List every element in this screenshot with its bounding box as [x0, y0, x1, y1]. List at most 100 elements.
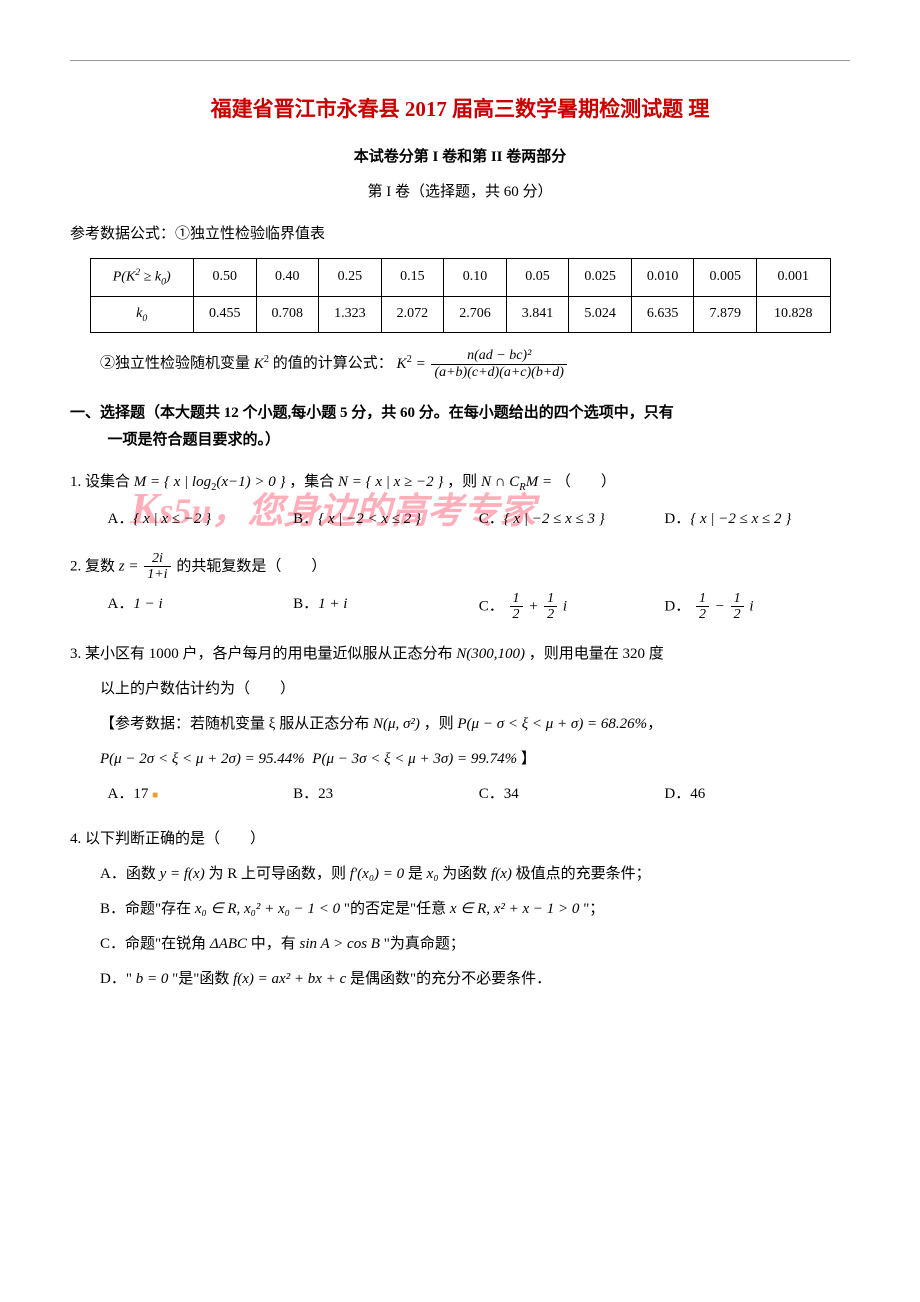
q2-stem: 2. 复数 z = 2i 1+i 的共轭复数是（ ）: [70, 551, 850, 583]
q2-z-lhs: z =: [119, 558, 142, 574]
table-cell: 10.828: [757, 296, 831, 332]
option-c: C．{ x | −2 ≤ x ≤ 3 }: [479, 506, 665, 533]
q3-line2: 以上的户数估计约为（ ）: [70, 676, 850, 703]
q2-text-b: 的共轭复数是（ ）: [176, 558, 326, 574]
option-c: C．34: [479, 781, 665, 808]
document-subtitle: 本试卷分第 I 卷和第 II 卷两部分: [70, 144, 850, 171]
q3-line1-a: 某小区有 1000 户，各户每月的用电量近似服从正态分布: [85, 646, 453, 662]
formula-numerator: n(ad − bc)²: [431, 348, 567, 364]
option-c: C． 12 + 12 i: [479, 591, 665, 623]
option-a: A．17 ■: [108, 781, 294, 808]
q3-ref-a: 【参考数据：若随机变量 ξ 服从正态分布: [100, 716, 369, 732]
q2-fraction: 2i 1+i: [144, 551, 170, 583]
table-cell: 0.708: [256, 296, 319, 332]
q3-p3: P(μ − 3σ < ξ < μ + 3σ) = 99.74%: [312, 751, 517, 767]
option-d: D．{ x | −2 ≤ x ≤ 2 }: [664, 506, 850, 533]
question-3: 3. 某小区有 1000 户，各户每月的用电量近似服从正态分布 N(300,10…: [70, 641, 850, 808]
q3-ref-dist: N(μ, σ²): [373, 716, 420, 732]
table-row: P(K2 ≥ k0) 0.50 0.40 0.25 0.15 0.10 0.05…: [90, 258, 830, 296]
q2-number: 2.: [70, 558, 81, 574]
q4-stem-text: 以下判断正确的是（ ）: [85, 831, 265, 847]
table-cell: 0.025: [569, 258, 632, 296]
q3-ref-b: ，则: [424, 716, 454, 732]
document-page: 福建省晋江市永春县 2017 届高三数学暑期检测试题 理 本试卷分第 I 卷和第…: [0, 0, 920, 1051]
table-cell: 0.10: [444, 258, 507, 296]
chi-square-table: P(K2 ≥ k0) 0.50 0.40 0.25 0.15 0.10 0.05…: [90, 258, 831, 334]
option-b: B．{ x | −2 < x ≤ 2 }: [293, 506, 479, 533]
option-a: A．{ x | x ≤ −2 }: [108, 506, 294, 533]
q3-number: 3.: [70, 646, 81, 662]
document-title: 福建省晋江市永春县 2017 届高三数学暑期检测试题 理: [70, 91, 850, 129]
table-cell: 0.05: [506, 258, 569, 296]
q3-p1: P(μ − σ < ξ < μ + σ) = 68.26%: [457, 716, 647, 732]
q3-options: A．17 ■ B．23 C．34 D．46: [70, 781, 850, 808]
q3-ref1: 【参考数据：若随机变量 ξ 服从正态分布 N(μ, σ²) ，则 P(μ − σ…: [70, 711, 850, 738]
q1-text-a: 设集合: [85, 474, 130, 490]
k-squared-formula: ②独立性检验随机变量 K2 的值的计算公式： K2 = n(ad − bc)² …: [100, 348, 850, 380]
question-4: 4. 以下判断正确的是（ ） A．函数 y = f(x) 为 R 上可导函数，则…: [70, 826, 850, 993]
part-heading: 第 I 卷（选择题，共 60 分）: [70, 179, 850, 206]
formula-denominator: (a+b)(c+d)(a+c)(b+d): [431, 365, 567, 380]
table-cell: 2.072: [381, 296, 444, 332]
q3-line1: 3. 某小区有 1000 户，各户每月的用电量近似服从正态分布 N(300,10…: [70, 641, 850, 668]
option-d: D．46: [664, 781, 850, 808]
question-2: 2. 复数 z = 2i 1+i 的共轭复数是（ ） A．1 − i B．1 +…: [70, 551, 850, 623]
q1-text-c: ，则: [447, 474, 477, 490]
q1-options: A．{ x | x ≤ −2 } B．{ x | −2 < x ≤ 2 } C．…: [70, 506, 850, 533]
table-cell: 0.001: [757, 258, 831, 296]
q3-line1-b: ，则用电量在 320 度: [529, 646, 664, 662]
q4-number: 4.: [70, 831, 81, 847]
formula-lhs: K2 =: [397, 356, 430, 372]
q1-number: 1.: [70, 474, 81, 490]
reference-heading: 参考数据公式：①独立性检验临界值表: [70, 221, 850, 248]
top-rule: [70, 60, 850, 61]
table-cell: 3.841: [506, 296, 569, 332]
table-cell: 0.005: [694, 258, 757, 296]
q2-den: 1+i: [144, 567, 170, 582]
table-cell: 6.635: [631, 296, 694, 332]
q1-expr: N ∩ CRM =: [481, 474, 556, 490]
q4-option-c: C．命题"在锐角 ΔABC 中，有 sin A > cos B "为真命题；: [70, 931, 850, 958]
q1-set-m: M = { x | log2(x−1) > 0 }: [134, 474, 286, 490]
q2-num: 2i: [144, 551, 170, 567]
formula-var: K2: [254, 356, 273, 372]
table-cell: 0.455: [193, 296, 256, 332]
section-1-description: 一、选择题（本大题共 12 个小题,每小题 5 分，共 60 分。在每小题给出的…: [70, 400, 850, 454]
table-cell: 1.323: [319, 296, 382, 332]
q3-ref-end: 】: [521, 751, 536, 767]
q3-ref2: P(μ − 2σ < ξ < μ + 2σ) = 95.44% P(μ − 3σ…: [70, 746, 850, 773]
q1-blank: （ ）: [556, 474, 616, 490]
table-cell: 7.879: [694, 296, 757, 332]
option-d: D． 12 − 12 i: [664, 591, 850, 623]
q1-text-b: ，集合: [289, 474, 334, 490]
q2-text-a: 复数: [85, 558, 115, 574]
option-b: B．23: [293, 781, 479, 808]
table-cell: 0.25: [319, 258, 382, 296]
q4-stem: 4. 以下判断正确的是（ ）: [70, 826, 850, 853]
table-cell: 0.40: [256, 258, 319, 296]
q1-set-n: N = { x | x ≥ −2 }: [338, 474, 443, 490]
q4-option-d: D．" b = 0 "是"函数 f(x) = ax² + bx + c 是偶函数…: [70, 966, 850, 993]
q1-stem: 1. 设集合 M = { x | log2(x−1) > 0 } ，集合 N =…: [70, 469, 850, 498]
formula-prefix: ②独立性检验随机变量: [100, 356, 250, 372]
q4-option-b: B．命题"存在 x₀ ∈ R, x₀² + x₀ − 1 < 0 "的否定是"任…: [70, 896, 850, 923]
table-header-p: P(K2 ≥ k0): [90, 258, 193, 296]
table-cell: 0.50: [193, 258, 256, 296]
table-row: k0 0.455 0.708 1.323 2.072 2.706 3.841 5…: [90, 296, 830, 332]
q2-options: A．1 − i B．1 + i C． 12 + 12 i D． 12 − 12 …: [70, 591, 850, 623]
table-header-k: k0: [90, 296, 193, 332]
section-1-line1: 一、选择题（本大题共 12 个小题,每小题 5 分，共 60 分。在每小题给出的…: [70, 405, 674, 421]
q4-option-a: A．函数 y = f(x) 为 R 上可导函数，则 f′(x₀) = 0 是 x…: [70, 861, 850, 888]
table-cell: 0.010: [631, 258, 694, 296]
table-cell: 2.706: [444, 296, 507, 332]
table-cell: 0.15: [381, 258, 444, 296]
q3-p2: P(μ − 2σ < ξ < μ + 2σ) = 95.44%: [100, 751, 305, 767]
question-1: 1. 设集合 M = { x | log2(x−1) > 0 } ，集合 N =…: [70, 469, 850, 533]
table-cell: 5.024: [569, 296, 632, 332]
formula-mid: 的值的计算公式：: [273, 356, 393, 372]
option-b: B．1 + i: [293, 591, 479, 623]
formula-fraction: n(ad − bc)² (a+b)(c+d)(a+c)(b+d): [431, 348, 567, 380]
section-1-line2: 一项是符合题目要求的。）: [70, 427, 850, 454]
option-a: A．1 − i: [108, 591, 294, 623]
q3-dist: N(300,100): [456, 646, 525, 662]
